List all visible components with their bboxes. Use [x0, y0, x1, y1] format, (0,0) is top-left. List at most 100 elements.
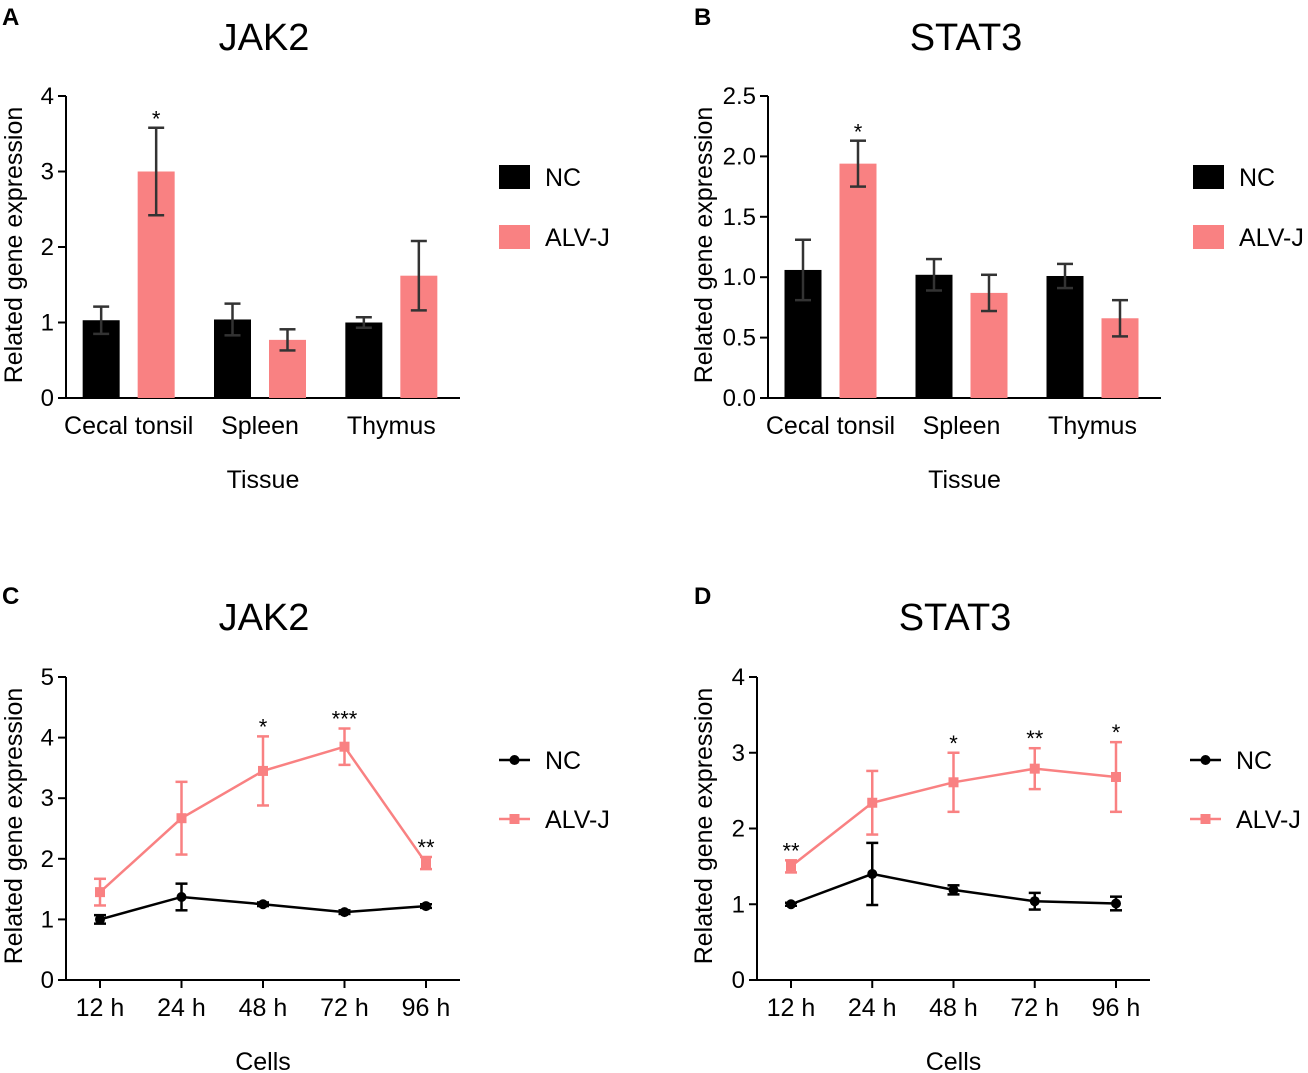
data-point-nc [95, 914, 105, 925]
category-label: 48 h [929, 994, 978, 1022]
y-tick-label: 0 [41, 967, 54, 994]
data-point-alvj [421, 858, 431, 869]
category-label: 24 h [157, 994, 206, 1022]
significance-label: * [949, 731, 958, 756]
panel-a: A JAK2 0 1 2 3 4 Related gene expression Tissue C… [0, 4, 610, 494]
bar-nc [1046, 275, 1084, 398]
y-tick-label: 5 [41, 664, 54, 691]
panel-letter: B [694, 4, 711, 31]
legend-marker-nc [509, 755, 520, 765]
bar-nc [915, 274, 953, 398]
y-tick-label: 2 [41, 846, 54, 873]
panel-letter: C [2, 583, 19, 610]
legend-label-alvj: ALV-J [1236, 806, 1301, 834]
chart-title: STAT3 [910, 17, 1023, 59]
y-tick-label: 0 [732, 967, 745, 994]
data-point-alvj [786, 861, 796, 872]
chart-title: JAK2 [219, 597, 310, 639]
y-tick-label: 4 [41, 83, 54, 110]
legend-label-nc: NC [1239, 164, 1275, 192]
category-label: Thymus [347, 412, 436, 440]
data-point-nc [786, 899, 796, 910]
y-axis-label: Related gene expression [0, 107, 28, 384]
significance-label: * [1112, 720, 1121, 745]
legend-swatch-nc [1193, 165, 1224, 189]
category-label: Cecal tonsil [766, 412, 895, 440]
category-label: 96 h [402, 994, 451, 1022]
data-point-nc [176, 891, 187, 902]
significance-label: * [152, 107, 161, 132]
legend-label-alvj: ALV-J [545, 224, 610, 252]
data-point-nc [339, 907, 350, 918]
y-tick-label: 3 [41, 159, 54, 186]
y-tick-label: 2.5 [723, 83, 756, 110]
y-tick-label: 0.0 [723, 385, 756, 412]
panel-d: D STAT3 0 1 2 3 4 Related gene expression Cells 1… [690, 583, 1301, 1073]
category-label: 72 h [320, 994, 369, 1022]
category-label: Cecal tonsil [64, 412, 193, 440]
data-point-nc [1029, 896, 1040, 907]
bar-alvj [839, 163, 877, 398]
y-tick-label: 4 [41, 725, 54, 752]
significance-label: * [854, 120, 863, 145]
significance-label: ** [782, 838, 800, 863]
data-point-alvj [339, 741, 350, 752]
legend-label-nc: NC [1236, 747, 1272, 775]
y-tick-label: 0.5 [723, 325, 756, 352]
data-point-alvj [867, 797, 878, 808]
legend-label-alvj: ALV-J [1239, 224, 1304, 252]
legend-label-nc: NC [545, 164, 581, 192]
y-axis-label: Related gene expression [0, 688, 28, 965]
category-label: 24 h [848, 994, 897, 1022]
data-point-alvj [948, 777, 959, 788]
y-axis-label: Related gene expression [690, 107, 718, 384]
category-label: Thymus [1048, 412, 1137, 440]
y-tick-label: 2 [732, 816, 745, 843]
legend-swatch-alvj [499, 225, 530, 249]
category-label: 72 h [1010, 994, 1059, 1022]
significance-label: * [259, 714, 268, 739]
data-point-alvj [1029, 763, 1040, 774]
category-label: 48 h [239, 994, 288, 1022]
y-tick-label: 1.0 [723, 264, 756, 291]
legend-swatch-alvj [1193, 225, 1224, 249]
legend-marker-nc [1200, 755, 1211, 765]
y-axis-label: Related gene expression [690, 688, 718, 965]
y-tick-label: 3 [732, 740, 745, 767]
category-label: Spleen [923, 412, 1001, 440]
chart-title: STAT3 [899, 597, 1012, 639]
x-axis-label: Tissue [227, 466, 300, 494]
y-tick-label: 4 [732, 664, 745, 691]
x-axis-label: Cells [926, 1048, 982, 1073]
y-tick-label: 2 [41, 234, 54, 261]
panel-letter: D [694, 583, 711, 610]
legend-marker-alvj [509, 814, 520, 824]
y-tick-label: 2.0 [723, 143, 756, 170]
x-axis-label: Cells [235, 1048, 291, 1073]
data-point-nc [421, 901, 431, 912]
legend-swatch-nc [499, 165, 530, 189]
data-point-alvj [258, 765, 268, 776]
data-point-alvj [176, 813, 187, 824]
chart-title: JAK2 [219, 17, 310, 59]
legend-marker-alvj [1200, 814, 1211, 824]
legend-label-alvj: ALV-J [545, 806, 610, 834]
x-axis-label: Tissue [928, 466, 1001, 494]
significance-label: ** [417, 835, 435, 860]
category-label: 12 h [767, 994, 816, 1022]
data-point-nc [1111, 898, 1121, 909]
category-label: 96 h [1092, 994, 1141, 1022]
y-tick-label: 1.5 [723, 204, 756, 231]
significance-label: *** [332, 707, 358, 732]
data-point-nc [867, 868, 878, 879]
data-point-nc [948, 884, 959, 895]
data-point-nc [258, 899, 268, 910]
y-tick-label: 0 [41, 385, 54, 412]
bar-nc [345, 322, 383, 398]
panel-c: C JAK2 0 1 2 3 4 5 Related gene expression Cells 1… [0, 583, 610, 1073]
category-label: Spleen [221, 412, 299, 440]
y-tick-label: 1 [41, 310, 54, 337]
y-tick-label: 3 [41, 785, 54, 812]
